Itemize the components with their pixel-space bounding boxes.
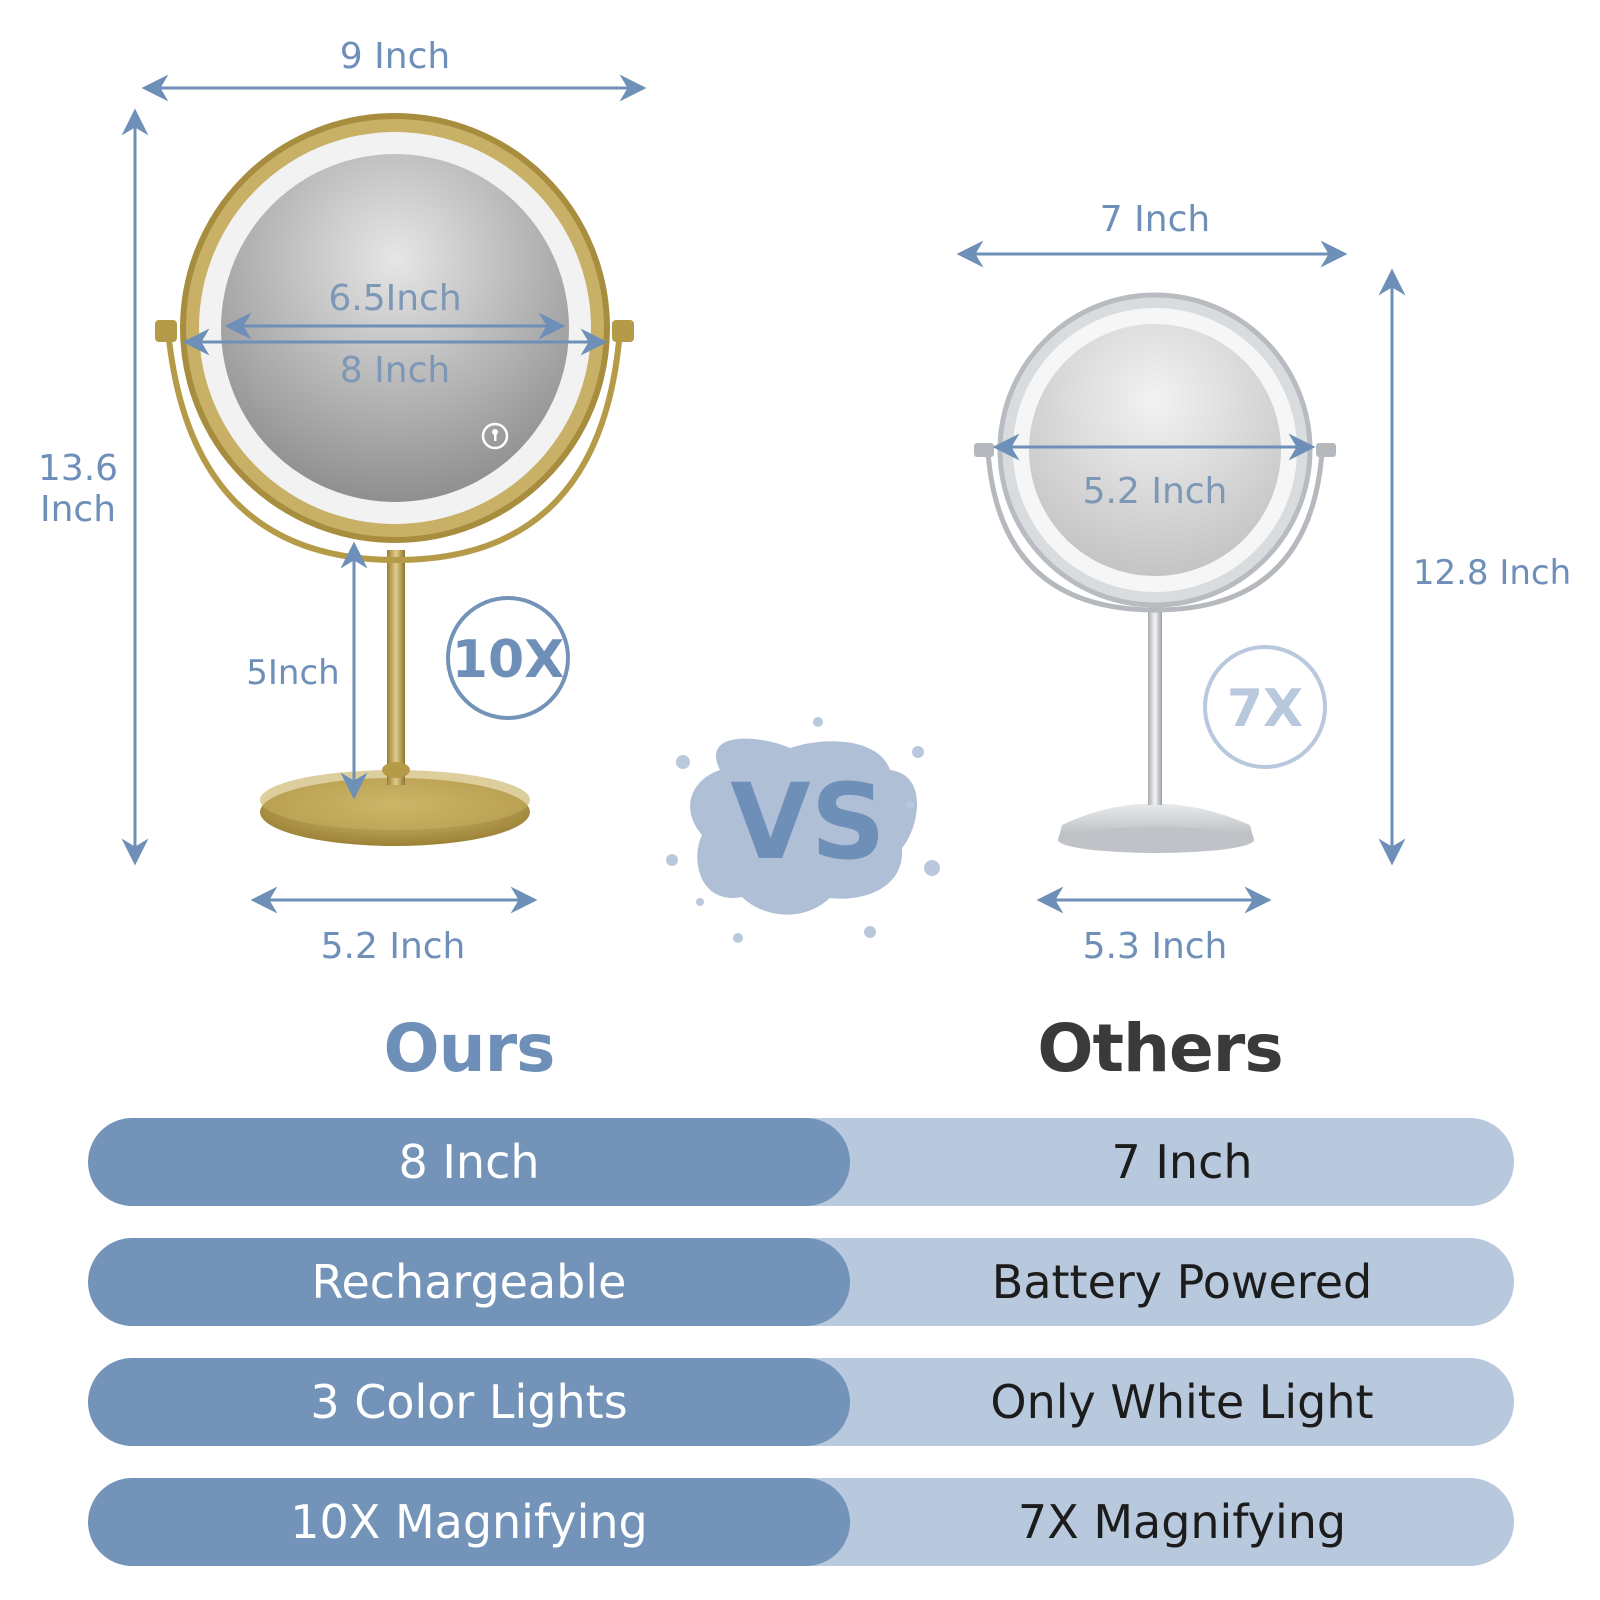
vs-splash: VS [666, 717, 940, 943]
others-width-label: 7 Inch [1100, 199, 1210, 240]
ours-base-label: 5.2 Inch [321, 926, 466, 967]
ours-magnification-label: 10X [452, 630, 564, 690]
ours-mirror-glass [221, 154, 569, 502]
ours-feature: 3 Color Lights [88, 1358, 850, 1446]
ours-height-label-line1: 13.6 [38, 448, 118, 489]
ours-mirror-stem [387, 550, 405, 785]
mirrors-illustration: 9 Inch 13.6 Inch 6.5Inch 8 Inch 5Inch 5.… [38, 36, 1571, 967]
ours-feature: 10X Magnifying [88, 1478, 850, 1566]
others-feature: 7 Inch [1111, 1135, 1253, 1189]
comparison-row: Rechargeable Battery Powered [88, 1238, 1514, 1326]
ours-mirror-outer-label: 8 Inch [340, 350, 450, 391]
ours-height-label-line2: Inch [40, 489, 116, 530]
ours-width-label: 9 Inch [340, 36, 450, 77]
ours-mirror-inner-label: 6.5Inch [328, 278, 461, 319]
others-feature: 7X Magnifying [1017, 1495, 1347, 1549]
comparison-row: 8 Inch 7 Inch [88, 1118, 1514, 1206]
comparison-row: 10X Magnifying 7X Magnifying [88, 1478, 1514, 1566]
others-mirror-glass [1029, 324, 1281, 576]
others-mirror [974, 292, 1336, 853]
others-mirror-label: 5.2 Inch [1083, 471, 1228, 512]
ours-feature: 8 Inch [88, 1118, 850, 1206]
ours-mirror [155, 113, 634, 846]
touch-button-icon [481, 422, 509, 450]
others-height-label: 12.8 Inch [1413, 553, 1571, 593]
others-magnification-badge [1203, 645, 1327, 769]
others-base-label: 5.3 Inch [1083, 926, 1228, 967]
ours-stem-label: 5Inch [246, 653, 339, 693]
vs-label: VS [730, 761, 885, 883]
others-magnification-label: 7X [1227, 679, 1303, 739]
others-mirror-stem [1148, 605, 1162, 805]
ours-feature: Rechargeable [88, 1238, 850, 1326]
ours-magnification-badge [446, 596, 570, 720]
others-heading: Others [1037, 1010, 1283, 1087]
comparison-row: 3 Color Lights Only White Light [88, 1358, 1514, 1446]
others-feature: Battery Powered [991, 1255, 1373, 1309]
others-feature: Only White Light [990, 1375, 1374, 1429]
ours-heading: Ours [383, 1010, 556, 1087]
